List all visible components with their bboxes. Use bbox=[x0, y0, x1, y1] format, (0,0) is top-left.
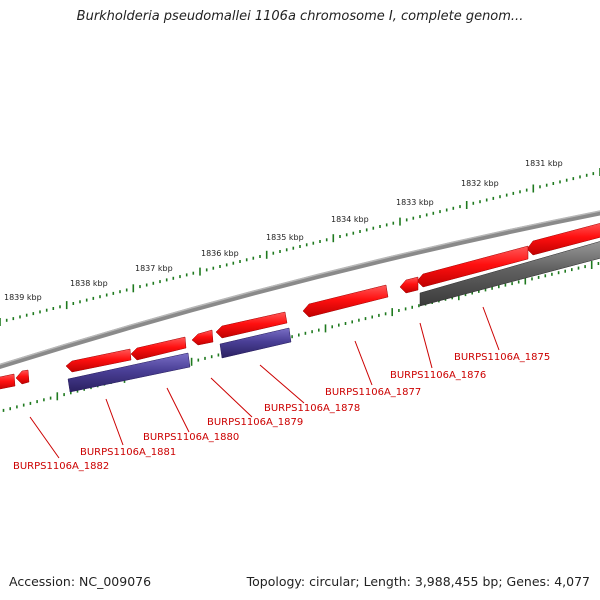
kbp-label: 1839 kbp bbox=[4, 293, 42, 302]
kbp-label: 1832 kbp bbox=[461, 179, 499, 188]
forward-gene-track bbox=[0, 223, 600, 390]
reverse-gene-track bbox=[67, 240, 600, 393]
kbp-label: 1835 kbp bbox=[266, 233, 304, 242]
gene-labels: BURPS1106A_1875 BURPS1106A_1876 BURPS110… bbox=[13, 352, 550, 472]
gene-arrow-1882[interactable] bbox=[65, 348, 132, 373]
gene-arrow-1875[interactable] bbox=[419, 240, 600, 307]
kbp-label: 1831 kbp bbox=[525, 159, 563, 168]
gene-arrow-1881[interactable] bbox=[130, 336, 187, 361]
gene-label[interactable]: BURPS1106A_1875 bbox=[454, 352, 550, 363]
gene-arrow-small[interactable] bbox=[15, 369, 30, 385]
gene-arrow-small[interactable] bbox=[399, 276, 419, 294]
gene-label[interactable]: BURPS1106A_1881 bbox=[80, 447, 176, 458]
gene-label[interactable]: BURPS1106A_1879 bbox=[207, 417, 303, 428]
gene-label[interactable]: BURPS1106A_1876 bbox=[390, 370, 486, 381]
gene-arrow-1878[interactable] bbox=[219, 327, 292, 359]
gene-arrow-1880[interactable] bbox=[67, 352, 191, 393]
kbp-labels: 1831 kbp 1832 kbp 1833 kbp 1834 kbp 1835… bbox=[4, 159, 563, 302]
kbp-label: 1834 kbp bbox=[331, 215, 369, 224]
gene-arrow[interactable] bbox=[0, 373, 16, 390]
topology-text: Topology: circular; Length: 3,988,455 bp… bbox=[246, 574, 590, 589]
kbp-label: 1838 kbp bbox=[70, 279, 108, 288]
gene-label[interactable]: BURPS1106A_1878 bbox=[264, 403, 360, 414]
accession-text: Accession: NC_009076 bbox=[9, 574, 152, 589]
gene-arrow-1877[interactable] bbox=[302, 284, 389, 318]
chromosome-backbone-outer-highlight bbox=[0, 210, 600, 366]
kbp-label: 1837 kbp bbox=[135, 264, 173, 273]
gene-arrow-1879[interactable] bbox=[215, 311, 288, 339]
kbp-label: 1833 kbp bbox=[396, 198, 434, 207]
map-title: Burkholderia pseudomallei 1106a chromoso… bbox=[76, 9, 524, 24]
chromosome-backbone-outer bbox=[0, 210, 600, 370]
gene-label[interactable]: BURPS1106A_1877 bbox=[325, 387, 421, 398]
gene-label[interactable]: BURPS1106A_1882 bbox=[13, 461, 109, 472]
gene-leader-lines bbox=[29, 306, 500, 459]
kbp-tick-row-upper bbox=[0, 168, 600, 326]
gene-label[interactable]: BURPS1106A_1880 bbox=[143, 432, 239, 443]
kbp-label: 1836 kbp bbox=[201, 249, 239, 258]
kbp-tick-row-lower bbox=[2, 261, 600, 412]
gene-arrow-small[interactable] bbox=[191, 329, 214, 346]
